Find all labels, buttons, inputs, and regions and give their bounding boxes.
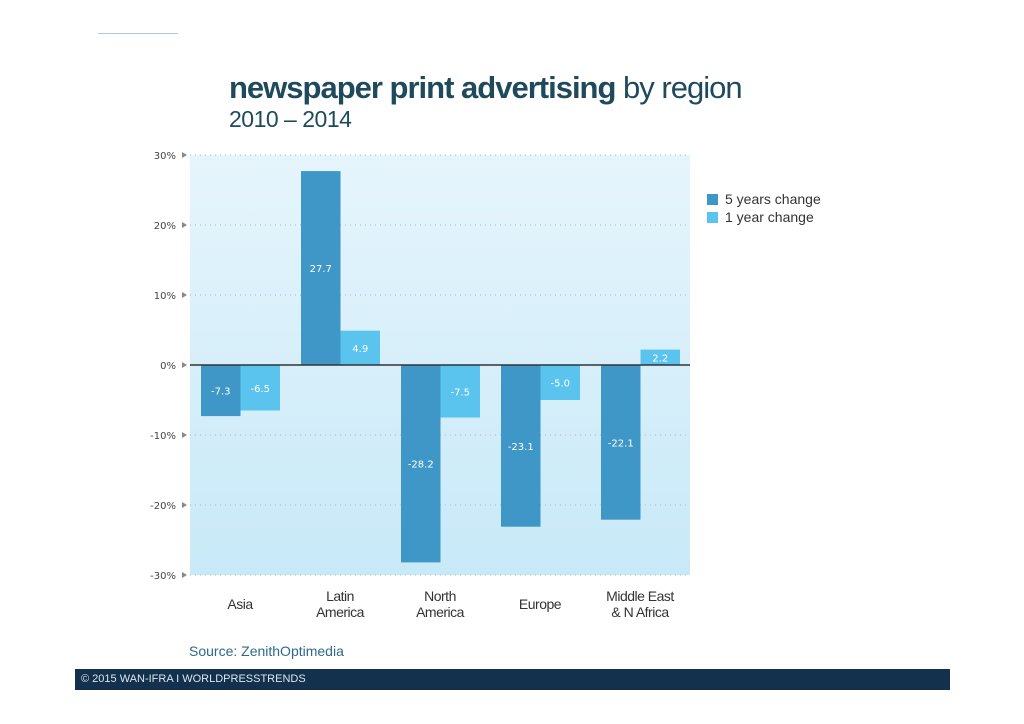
- y-tick-label: -20%: [150, 501, 176, 512]
- bar: [640, 349, 680, 365]
- footer-bar: © 2015 WAN-IFRA I WORLDPRESSTRENDS: [75, 669, 950, 690]
- y-tick-label: 0%: [160, 361, 176, 372]
- data-label: 2.2: [652, 353, 668, 364]
- bar: [240, 365, 280, 411]
- bar: [201, 365, 241, 417]
- y-tick-label: 30%: [154, 151, 176, 162]
- copyright: © 2015 WAN-IFRA I WORLDPRESSTRENDS: [81, 673, 306, 685]
- legend-swatch: [707, 211, 718, 223]
- y-tick-label: 10%: [154, 291, 176, 302]
- data-label: -7.5: [450, 387, 470, 398]
- legend-item: 5 years change: [707, 190, 821, 208]
- bar: [501, 365, 541, 527]
- x-tick-label: North America: [416, 588, 464, 620]
- data-label: -6.5: [250, 384, 270, 395]
- data-label: -22.1: [608, 438, 634, 449]
- legend-swatch: [707, 193, 718, 205]
- bar: [301, 171, 341, 365]
- x-tick-label: Europe: [518, 596, 562, 612]
- legend: 5 years change 1 year change: [707, 190, 821, 226]
- tick-arrow: [182, 292, 187, 298]
- data-label: -28.2: [408, 460, 434, 471]
- chart-title: newspaper print advertising by region: [229, 70, 743, 105]
- bar: [540, 365, 580, 400]
- y-tick-label: -10%: [150, 431, 176, 442]
- decorative-line: [98, 33, 178, 34]
- tick-arrow: [182, 152, 187, 158]
- x-tick-label: Latin America: [316, 588, 364, 620]
- source-note: Source: ZenithOptimedia: [189, 643, 344, 659]
- tick-arrow: [182, 572, 187, 578]
- chart-subtitle: 2010 – 2014: [229, 106, 352, 132]
- data-label: -7.3: [211, 387, 231, 398]
- data-label: 4.9: [352, 344, 368, 355]
- bar: [401, 365, 441, 563]
- x-tick-label: Asia: [227, 596, 253, 612]
- bar: [340, 330, 380, 365]
- tick-arrow: [182, 502, 187, 508]
- bar: [601, 365, 641, 520]
- y-tick-label: 20%: [154, 221, 176, 232]
- legend-item: 1 year change: [707, 208, 821, 226]
- x-tick-label: Middle East & N Africa: [606, 588, 674, 620]
- tick-arrow: [182, 222, 187, 228]
- legend-label: 5 years change: [725, 191, 821, 207]
- bar: [440, 365, 480, 418]
- data-label: -23.1: [508, 442, 534, 453]
- legend-label: 1 year change: [725, 209, 814, 225]
- data-label: -5.0: [550, 379, 570, 390]
- tick-arrow: [182, 362, 187, 368]
- y-tick-label: -30%: [150, 571, 176, 582]
- tick-arrow: [182, 432, 187, 438]
- data-label: 27.7: [310, 264, 332, 275]
